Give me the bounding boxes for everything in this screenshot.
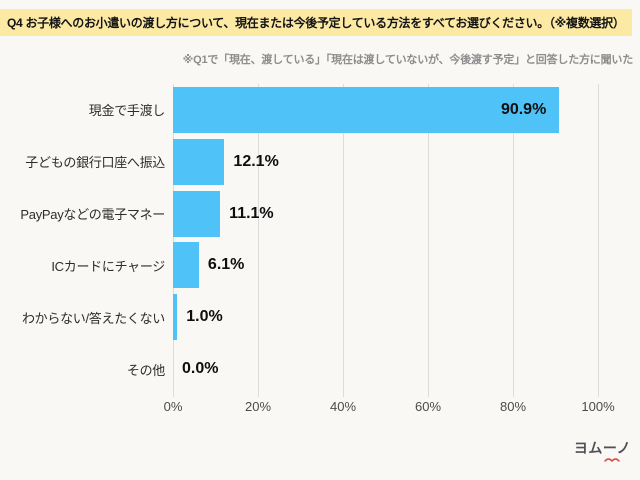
value-label: 90.9%	[500, 100, 547, 118]
bar	[173, 86, 560, 133]
gridline	[513, 84, 514, 397]
category-label: わからない/答えたくない	[21, 310, 165, 326]
value-label: 0.0%	[182, 360, 219, 378]
value-label: 1.0%	[186, 308, 223, 326]
bar	[173, 190, 221, 237]
x-axis-tick-label: 60%	[414, 399, 442, 414]
gridline	[428, 84, 429, 397]
bar	[173, 242, 199, 289]
x-axis: 0% 20% 40% 60% 80% 100%	[0, 399, 640, 419]
question-title: Q4 お子様へのお小遣いの渡し方について、現在または今後予定している方法をすべて…	[0, 9, 632, 36]
yomuno-logo: ヨムーノ	[573, 438, 631, 462]
gridline	[173, 84, 174, 397]
logo-text: ヨムーノ	[573, 440, 631, 456]
chart-note: ※Q1で「現在、渡している」「現在は渡していないが、今後渡す予定」と回答した方に…	[182, 54, 634, 66]
logo-red-squiggle-icon	[603, 458, 620, 462]
value-label: 11.1%	[229, 204, 274, 222]
gridline	[343, 84, 344, 397]
value-label: 12.1%	[233, 152, 279, 170]
category-label: ICカードにチャージ	[51, 258, 165, 274]
x-axis-tick-label: 100%	[581, 399, 615, 414]
x-axis-tick-label: 20%	[244, 399, 272, 414]
bar-chart: 現金で手渡し 90.9% 子どもの銀行口座へ振込 12.1% PayPayなどの電子マネ…	[0, 84, 640, 397]
value-label: 6.1%	[207, 256, 245, 274]
x-axis-tick-label: 40%	[329, 399, 357, 414]
category-label: PayPayなどの電子マネー	[20, 207, 165, 223]
x-axis-tick-label: 80%	[499, 399, 527, 414]
category-label: 子どもの銀行口座へ振込	[25, 155, 165, 171]
bar	[173, 138, 225, 185]
category-label: その他	[126, 362, 165, 378]
bar	[173, 294, 178, 341]
category-label: 現金で手渡し	[88, 103, 166, 119]
gridline	[598, 84, 599, 397]
gridline	[258, 84, 259, 397]
x-axis-tick-label: 0%	[163, 399, 183, 414]
